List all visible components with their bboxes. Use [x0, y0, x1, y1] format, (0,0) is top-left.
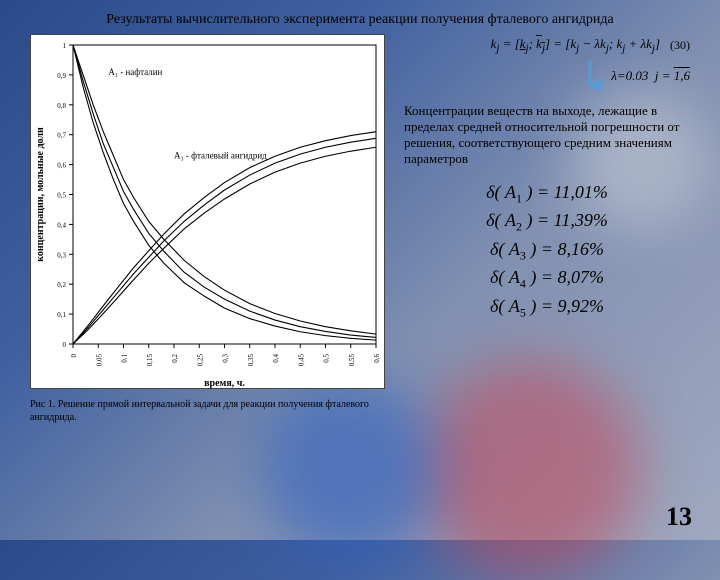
chart: 0 0,1 0,2 0,3 0,4 0,5 0,6 0,7 0,8 0,9 1 0 0,05 0,1 0,1…	[30, 34, 385, 389]
param-row: λ=0.03 j = 1,6	[404, 59, 690, 93]
svg-text:0,9: 0,9	[57, 72, 66, 80]
svg-text:0,1: 0,1	[57, 311, 66, 319]
page-title: Результаты вычислительного эксперимента …	[30, 12, 690, 28]
svg-text:0,5: 0,5	[323, 354, 331, 363]
svg-text:0,4: 0,4	[57, 221, 66, 229]
body-text: Концентрации веществ на выходе, лежащие …	[404, 103, 690, 168]
svg-text:0,2: 0,2	[57, 281, 66, 289]
svg-text:время, ч.: время, ч.	[204, 378, 245, 389]
svg-text:0,55: 0,55	[348, 354, 356, 367]
arrow-down-icon	[579, 59, 601, 93]
svg-text:0,5: 0,5	[57, 192, 66, 200]
svg-text:0,6: 0,6	[57, 162, 66, 170]
svg-text:0,6: 0,6	[373, 354, 381, 363]
svg-text:A₃ - фталевый ангидрид: A₃ - фталевый ангидрид	[174, 151, 267, 161]
page-number: 13	[666, 502, 692, 532]
svg-text:0,05: 0,05	[95, 354, 103, 367]
svg-text:0,3: 0,3	[57, 251, 66, 259]
svg-text:0: 0	[70, 354, 78, 358]
svg-text:1: 1	[63, 42, 67, 50]
svg-text:0,3: 0,3	[222, 354, 230, 363]
svg-text:0,25: 0,25	[196, 354, 204, 367]
svg-text:A₁ - нафталин: A₁ - нафталин	[108, 67, 162, 77]
svg-text:0,45: 0,45	[297, 354, 305, 367]
delta-item: δ( A2 ) = 11,39%	[486, 210, 608, 235]
delta-item: δ( A3 ) = 8,16%	[490, 239, 604, 264]
svg-text:концентрации, мольные доли: концентрации, мольные доли	[35, 127, 46, 262]
delta-item: δ( A4 ) = 8,07%	[490, 267, 604, 292]
delta-item: δ( A1 ) = 11,01%	[486, 182, 608, 207]
equation-label: (30)	[670, 38, 690, 53]
svg-text:0,1: 0,1	[121, 354, 129, 363]
svg-text:0,7: 0,7	[57, 132, 66, 140]
svg-text:0,35: 0,35	[247, 354, 255, 367]
equation-row: kj = [kj; kj] = [kj − λkj; kj + λkj] (30…	[404, 36, 690, 55]
svg-text:0: 0	[63, 341, 67, 349]
delta-list: δ( A1 ) = 11,01% δ( A2 ) = 11,39% δ( A3 ) …	[404, 182, 690, 321]
svg-text:0,8: 0,8	[57, 102, 66, 110]
svg-text:0,2: 0,2	[171, 354, 179, 363]
svg-text:0,4: 0,4	[272, 354, 280, 363]
figure-caption: Рис 1. Решение прямой интервальной задач…	[30, 399, 390, 424]
delta-item: δ( A5 ) = 9,92%	[490, 296, 604, 321]
svg-text:0,15: 0,15	[146, 354, 154, 367]
